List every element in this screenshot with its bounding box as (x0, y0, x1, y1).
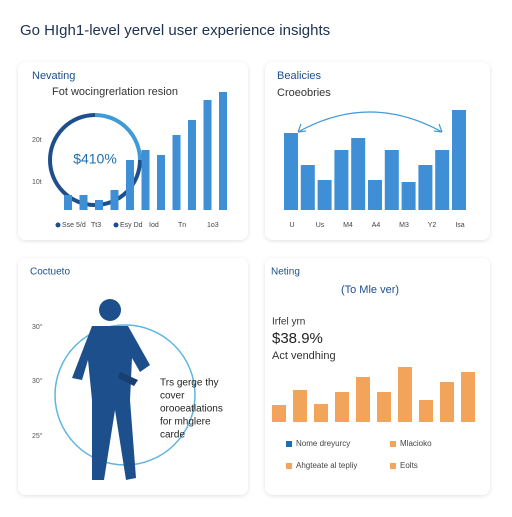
legend-swatch (286, 441, 292, 447)
legend-label: 1o3 (207, 222, 219, 229)
bar (418, 165, 433, 210)
x-label: U (289, 222, 294, 229)
bar (293, 390, 307, 422)
panel-subtitle: Croeobries (277, 87, 331, 99)
bar (79, 195, 88, 210)
axis-label: 30° (32, 377, 43, 385)
ring-arc (94, 113, 142, 161)
bar (157, 155, 165, 210)
panel-subtitle: (To Mle ver) (341, 284, 399, 296)
panel-title: Neting (271, 267, 300, 278)
caption: Act vendhing (272, 350, 336, 362)
legend-label: Nome dreyurcy (296, 439, 350, 448)
bar (419, 400, 433, 422)
bar (384, 150, 399, 210)
x-label: M4 (343, 222, 353, 229)
person (72, 299, 150, 480)
bar (401, 182, 416, 210)
legend-label: Eolts (400, 461, 418, 470)
legend-label: Ahgteate al tepliy (296, 461, 357, 470)
axis-label: 20t (32, 137, 42, 144)
bar (368, 180, 382, 210)
axis-label: 30° (32, 323, 43, 331)
card (265, 258, 490, 495)
x-label: Us (316, 222, 325, 229)
legend-label: Sse 5/d (62, 222, 86, 229)
legend-label: Mlacioko (400, 439, 432, 448)
legend-label: Esy Dd (120, 222, 143, 229)
x-label: M3 (399, 222, 409, 229)
bar (314, 404, 328, 422)
bar (126, 160, 134, 210)
bar (335, 392, 349, 422)
bar (95, 200, 103, 210)
bar (219, 92, 227, 210)
legend-dot (113, 222, 119, 228)
bar (461, 372, 475, 422)
big-value: $38.9% (272, 330, 323, 347)
bar (317, 180, 332, 210)
bar (452, 110, 466, 210)
panel-title: Bealicies (277, 70, 322, 82)
arrow-head (297, 123, 443, 133)
bar (398, 367, 412, 422)
legend-label: Tn (178, 222, 186, 229)
text-line: carde (160, 430, 185, 441)
axis-label: 25° (32, 432, 43, 440)
axis-label: 10t (32, 179, 42, 186)
bar (141, 150, 150, 210)
bar (435, 150, 450, 210)
card (18, 258, 248, 495)
x-label: Isa (455, 222, 464, 229)
bar (203, 100, 212, 210)
bar (284, 133, 298, 210)
bar (300, 165, 315, 210)
bar (334, 150, 349, 210)
bar (272, 405, 286, 422)
ring-label: $410% (73, 151, 117, 167)
x-label: Y2 (428, 222, 437, 229)
legend-swatch (286, 463, 292, 469)
arrow (297, 111, 443, 133)
legend-swatch (390, 463, 396, 469)
legend-dot (55, 222, 61, 228)
bar (110, 190, 119, 210)
bar (377, 392, 391, 422)
legend-label: Iod (149, 222, 159, 229)
bar (351, 138, 366, 210)
panel-title: Coctueto (30, 267, 70, 278)
panel-subtitle: Fot wocingrerlation resion (52, 86, 178, 98)
bar (64, 195, 72, 210)
bar (172, 135, 181, 210)
bar (188, 120, 196, 210)
bar (440, 382, 454, 422)
x-label: A4 (372, 222, 381, 229)
kicker: Irfel yrn (272, 317, 305, 328)
text-line: cover (160, 391, 185, 402)
bar (356, 377, 370, 422)
legend-swatch (390, 441, 396, 447)
page-title: Go HIgh1-level yervel user experience in… (20, 22, 330, 39)
legend-label: Tt3 (91, 222, 101, 229)
text-line: for mhglere (160, 417, 211, 428)
panel-title: Nevating (32, 70, 75, 82)
text-line: Trs gerge thy (160, 378, 219, 389)
text-line: orooeatlations (160, 404, 223, 415)
